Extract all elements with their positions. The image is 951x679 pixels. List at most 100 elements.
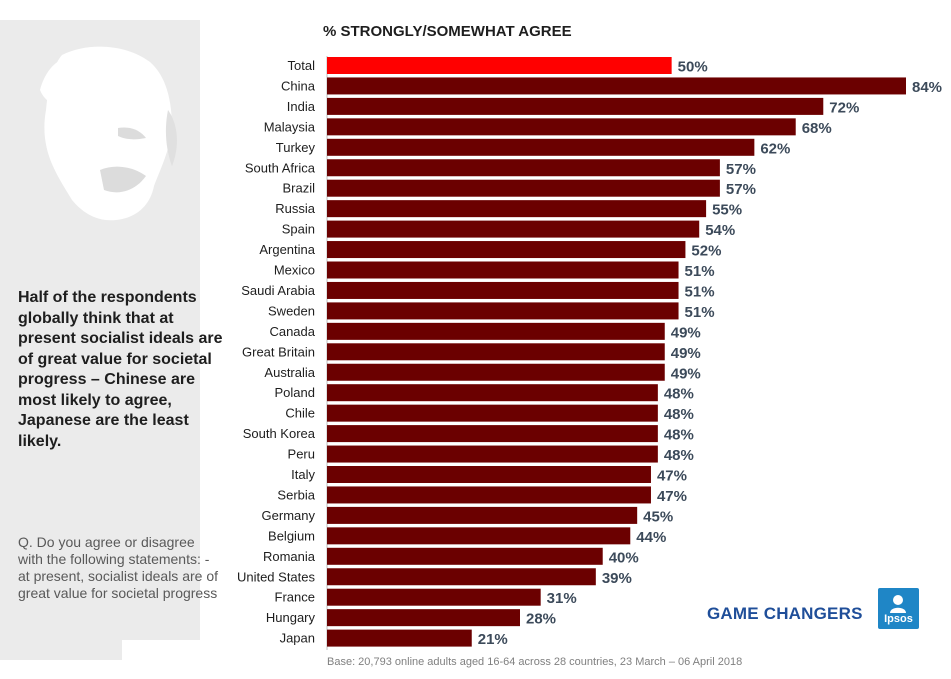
bar-total: [327, 57, 672, 74]
value-label: 72%: [829, 99, 859, 116]
bar: [327, 629, 472, 647]
bar: [327, 118, 796, 136]
value-label: 55%: [712, 202, 742, 219]
value-label: 51%: [685, 304, 715, 321]
portrait-silhouette: [0, 20, 200, 660]
bar: [327, 220, 700, 238]
value-label: 48%: [664, 427, 694, 444]
ipsos-logo: Ipsos: [878, 588, 919, 629]
category-label: Spain: [282, 222, 315, 237]
bar-row: Italy 47%: [291, 466, 687, 485]
category-label: Total: [288, 58, 316, 73]
logo-text: Ipsos: [884, 613, 913, 625]
bar-row: Canada 49%: [269, 322, 701, 341]
bar: [327, 384, 658, 402]
chart-title: % STRONGLY/SOMEWHAT AGREE: [323, 23, 572, 40]
category-label: Romania: [263, 549, 316, 564]
value-label: 47%: [657, 468, 687, 485]
value-label: 21%: [478, 631, 508, 648]
bar: [327, 568, 596, 586]
value-label: 45%: [643, 508, 673, 525]
logo-figure-icon: [890, 595, 906, 613]
category-label: Belgium: [268, 528, 315, 543]
bar-row: Australia 49%: [264, 363, 701, 382]
bar-row: Belgium 44%: [268, 527, 666, 546]
bar-row: Romania 40%: [263, 547, 639, 566]
brand-tagline: GAME CHANGERS: [707, 604, 863, 623]
bar-row: Russia 55%: [275, 200, 742, 219]
bar-row: Brazil 57%: [282, 179, 756, 198]
bar-row: Peru 48%: [288, 445, 694, 464]
bar: [327, 486, 651, 504]
value-label: 28%: [526, 611, 556, 628]
bar: [327, 179, 720, 197]
bar: [327, 200, 707, 218]
category-label: Italy: [291, 467, 315, 482]
category-label: Great Britain: [242, 344, 315, 359]
value-label: 57%: [726, 181, 756, 198]
bar-row: Argentina 52%: [259, 241, 721, 260]
category-label: Australia: [264, 365, 315, 380]
bar: [327, 281, 679, 299]
category-label: Argentina: [259, 242, 315, 257]
category-label: South Africa: [245, 160, 316, 175]
bar-chart: Total 50% China 84% India 72% Malaysia 68% Turke…: [237, 56, 942, 650]
value-label: 68%: [802, 120, 832, 137]
bar-row: South Korea 48%: [243, 425, 694, 444]
headline: Half of the respondents globally think t…: [18, 289, 223, 450]
category-label: India: [287, 99, 316, 114]
category-label: Russia: [275, 201, 316, 216]
bar: [327, 343, 665, 361]
category-label: Turkey: [276, 140, 316, 155]
category-label: Germany: [262, 508, 316, 523]
category-label: Malaysia: [264, 119, 316, 134]
bar: [327, 547, 603, 565]
bar: [327, 322, 665, 340]
left-panel: Half of the respondents globally think t…: [0, 0, 225, 679]
bar: [327, 588, 541, 606]
bar: [327, 527, 631, 545]
value-label: 50%: [678, 59, 708, 76]
bar: [327, 363, 665, 381]
bar: [327, 425, 658, 443]
category-label: Poland: [275, 385, 315, 400]
category-label: Hungary: [266, 610, 316, 625]
value-label: 54%: [705, 222, 735, 239]
value-label: 48%: [664, 386, 694, 403]
bar-row: Chile 48%: [285, 404, 694, 423]
value-label: 48%: [664, 447, 694, 464]
value-label: 62%: [760, 140, 790, 157]
bar-row: China 84%: [281, 77, 942, 96]
bar-row: United States 39%: [237, 568, 632, 587]
bar-row: Sweden 51%: [268, 302, 715, 321]
bar: [327, 466, 651, 483]
footnote: Base: 20,793 online adults aged 16-64 ac…: [327, 656, 743, 668]
value-label: 52%: [691, 243, 721, 260]
category-label: Peru: [288, 447, 315, 462]
bar: [327, 261, 679, 279]
bar: [327, 159, 720, 177]
category-label: Canada: [269, 324, 315, 339]
bar-row: Poland 48%: [275, 384, 694, 403]
bar: [327, 97, 824, 115]
category-label: Mexico: [274, 263, 315, 278]
bar-row: France 31%: [275, 588, 577, 607]
bar: [327, 404, 658, 422]
value-label: 49%: [671, 324, 701, 341]
value-label: 44%: [636, 529, 666, 546]
value-label: 48%: [664, 406, 694, 423]
bar-row: Germany 45%: [262, 506, 673, 525]
bar-row: India 72%: [287, 97, 859, 116]
value-label: 51%: [685, 263, 715, 280]
bar-row: Spain 54%: [282, 220, 735, 239]
bar-row: Great Britain 49%: [242, 343, 701, 362]
bar: [327, 506, 638, 524]
value-label: 47%: [657, 488, 687, 505]
category-label: Chile: [285, 406, 315, 421]
value-label: 84%: [912, 79, 942, 96]
bar: [327, 445, 658, 463]
value-label: 39%: [602, 570, 632, 587]
bar-row: Hungary 28%: [266, 609, 556, 628]
bar-row: Turkey 62%: [276, 138, 790, 157]
bar-row: Saudi Arabia 51%: [241, 281, 715, 300]
